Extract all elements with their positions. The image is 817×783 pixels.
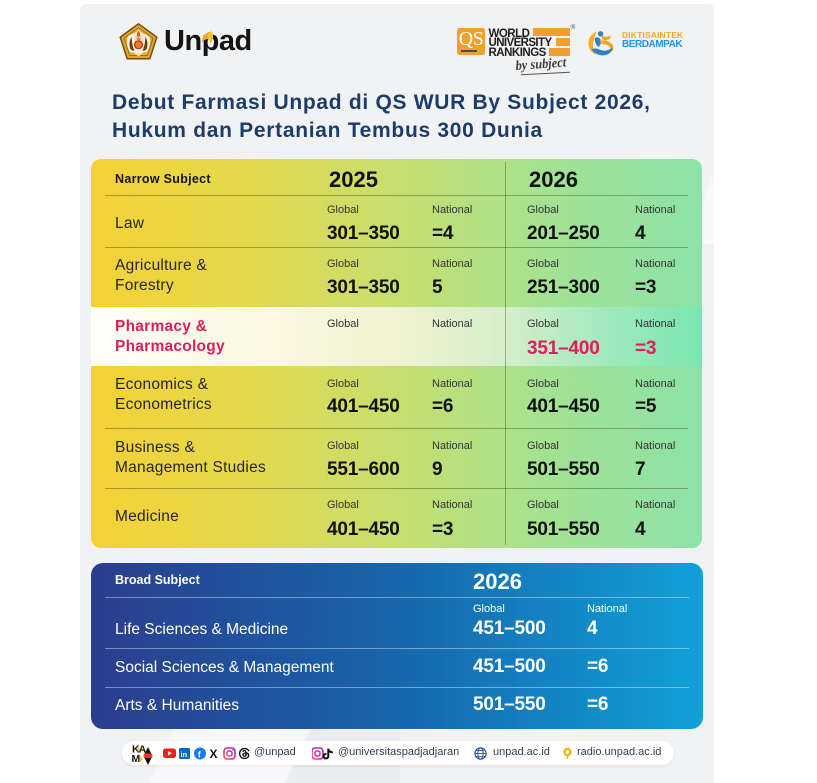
svg-text:f: f bbox=[198, 749, 202, 759]
svg-text:in: in bbox=[181, 750, 188, 759]
svg-text:X: X bbox=[210, 747, 218, 760]
svg-text:M: M bbox=[132, 753, 141, 765]
